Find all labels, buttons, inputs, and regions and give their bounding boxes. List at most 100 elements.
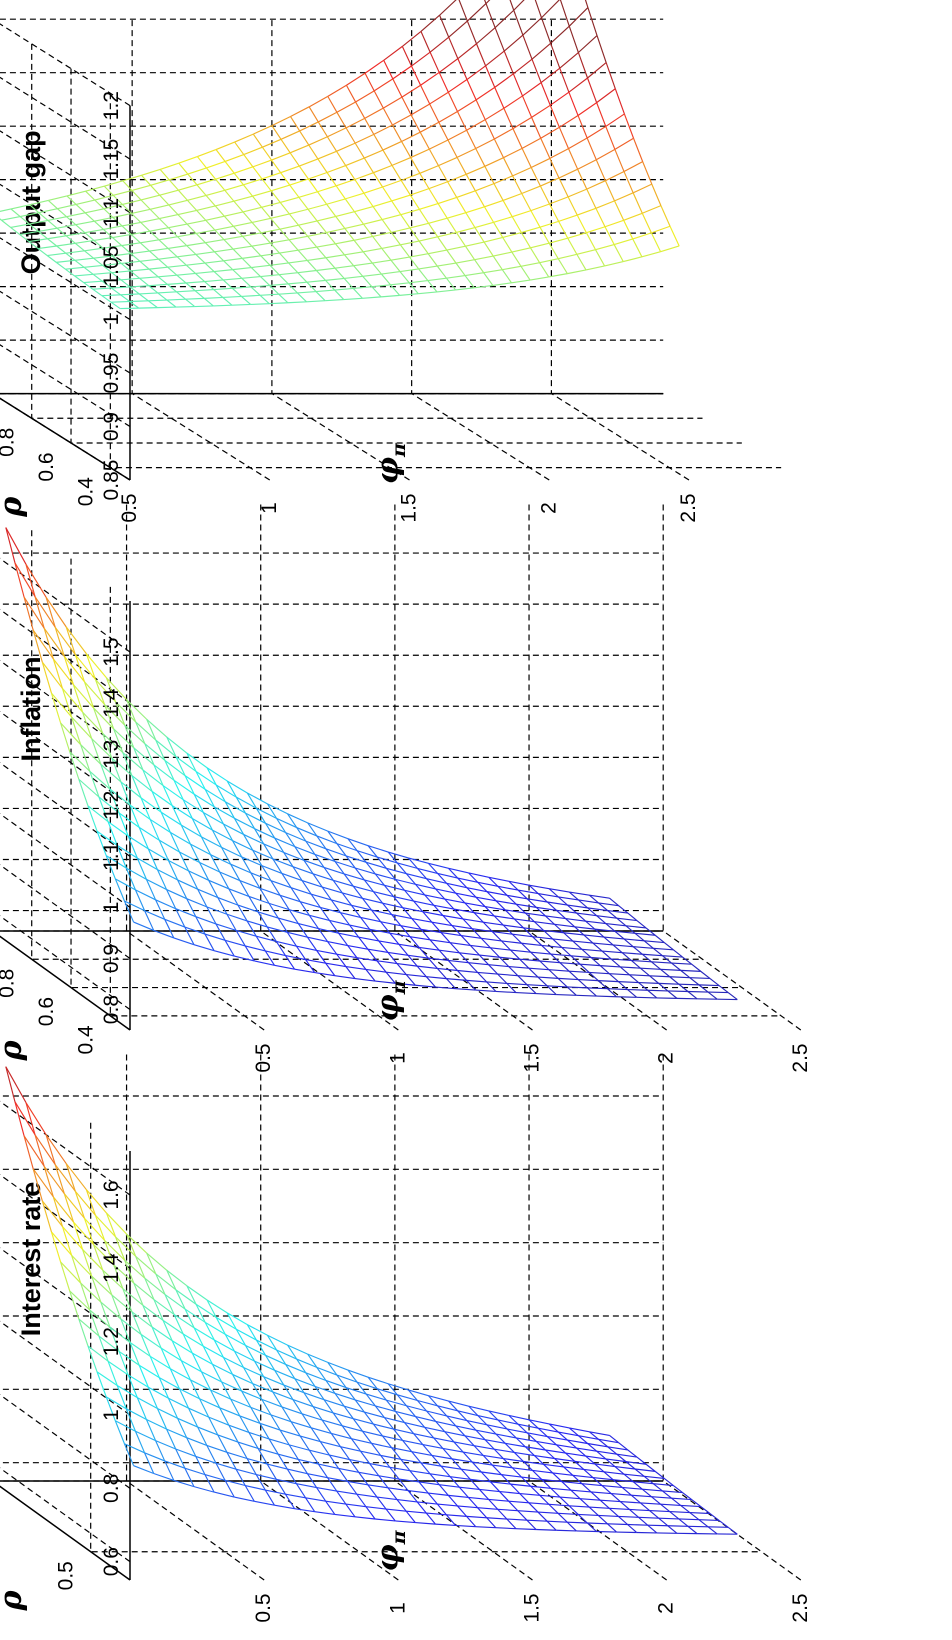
mesh-line bbox=[197, 1426, 208, 1446]
mesh-line bbox=[343, 873, 354, 887]
mesh-line bbox=[530, 167, 541, 187]
mesh-line bbox=[596, 915, 617, 919]
mesh-line bbox=[585, 265, 605, 271]
mesh-line bbox=[607, 1523, 628, 1526]
mesh-line bbox=[306, 260, 317, 271]
mesh-line bbox=[157, 1408, 178, 1419]
mesh-line bbox=[700, 1506, 711, 1514]
mesh-line bbox=[92, 273, 103, 282]
mesh-line bbox=[422, 911, 444, 917]
mesh-line bbox=[109, 1326, 131, 1343]
mesh-line bbox=[155, 1273, 166, 1295]
mesh-line bbox=[418, 240, 429, 255]
mesh-line bbox=[641, 953, 652, 963]
mesh-line bbox=[401, 96, 412, 116]
phi-grid-line bbox=[131, 19, 271, 481]
mesh-line bbox=[472, 1461, 493, 1466]
mesh-line bbox=[609, 1434, 620, 1444]
mesh-line bbox=[508, 880, 519, 891]
mesh-line bbox=[287, 813, 298, 828]
mesh-line bbox=[104, 180, 123, 187]
mesh-line bbox=[440, 931, 462, 937]
mesh-line bbox=[365, 861, 376, 875]
mesh-line bbox=[586, 226, 606, 234]
mesh-line bbox=[185, 264, 196, 274]
mesh-line bbox=[388, 851, 409, 859]
mesh-line bbox=[124, 900, 145, 912]
mesh-line bbox=[197, 148, 217, 158]
mesh-line bbox=[123, 1443, 135, 1466]
mesh-line bbox=[494, 87, 505, 109]
mesh-line bbox=[595, 249, 606, 267]
mesh-line bbox=[208, 880, 219, 898]
mesh-line bbox=[175, 908, 186, 928]
mesh-line bbox=[523, 1460, 544, 1465]
mesh-line bbox=[451, 1458, 473, 1463]
mesh-line bbox=[335, 178, 355, 187]
mesh-line bbox=[316, 243, 336, 248]
mesh-line bbox=[52, 1196, 74, 1223]
mesh-line bbox=[453, 908, 464, 920]
mesh-line bbox=[182, 799, 204, 813]
mesh-line bbox=[497, 1508, 518, 1512]
mesh-line bbox=[455, 892, 466, 904]
mesh-line bbox=[460, 935, 471, 946]
mesh-line bbox=[647, 989, 658, 999]
mesh-line bbox=[401, 46, 412, 67]
z-grid-line bbox=[0, 286, 664, 374]
mesh-line bbox=[226, 1452, 237, 1470]
mesh-line bbox=[556, 993, 577, 996]
phi-tick-label: 1.5 bbox=[520, 1043, 543, 1072]
mesh-line bbox=[466, 887, 488, 893]
mesh-line bbox=[391, 165, 402, 181]
mesh-line bbox=[352, 1418, 363, 1432]
mesh-line bbox=[547, 1435, 568, 1441]
mesh-line bbox=[493, 138, 505, 158]
mesh-line bbox=[442, 914, 464, 920]
mesh-line bbox=[627, 988, 648, 991]
mesh-line bbox=[140, 194, 160, 201]
mesh-line bbox=[281, 1406, 292, 1422]
mesh-line bbox=[640, 967, 661, 970]
mesh-line bbox=[512, 1467, 533, 1472]
mesh-line bbox=[402, 1439, 423, 1446]
mesh-line bbox=[536, 1440, 557, 1446]
mesh-line bbox=[365, 1393, 376, 1407]
mesh-line bbox=[444, 898, 455, 910]
mesh-line bbox=[380, 294, 400, 298]
mesh-line bbox=[84, 247, 104, 252]
mesh-line bbox=[232, 266, 252, 271]
mesh-line bbox=[383, 45, 403, 61]
mesh-line bbox=[52, 658, 74, 686]
mesh-line bbox=[168, 199, 188, 206]
mesh-line bbox=[252, 217, 271, 224]
mesh-line bbox=[259, 888, 270, 904]
mesh-line bbox=[373, 891, 394, 898]
mesh-line bbox=[329, 1454, 350, 1461]
mesh-line bbox=[224, 1480, 235, 1498]
mesh-line bbox=[447, 139, 458, 158]
mesh-line bbox=[499, 956, 510, 967]
mesh-line bbox=[369, 928, 390, 934]
mesh-line bbox=[287, 1344, 298, 1360]
mesh-line bbox=[190, 843, 211, 856]
mesh-line bbox=[383, 96, 403, 109]
mesh-line bbox=[286, 931, 297, 947]
mesh-line bbox=[660, 968, 681, 971]
mesh-line bbox=[585, 920, 606, 925]
mesh-line bbox=[354, 1516, 376, 1520]
mesh-line bbox=[139, 292, 158, 295]
mesh-line bbox=[474, 221, 494, 229]
mesh-line bbox=[400, 1458, 422, 1464]
mesh-line bbox=[115, 1236, 137, 1257]
mesh-line bbox=[671, 962, 692, 965]
mesh-line bbox=[287, 1344, 308, 1355]
mesh-line bbox=[436, 968, 447, 980]
mesh-line bbox=[276, 818, 287, 833]
mesh-line bbox=[428, 181, 448, 190]
mesh-line bbox=[504, 1442, 515, 1453]
mesh-line bbox=[175, 908, 197, 918]
mesh-line bbox=[215, 923, 226, 941]
mesh-line bbox=[492, 282, 512, 286]
mesh-line bbox=[204, 933, 215, 951]
